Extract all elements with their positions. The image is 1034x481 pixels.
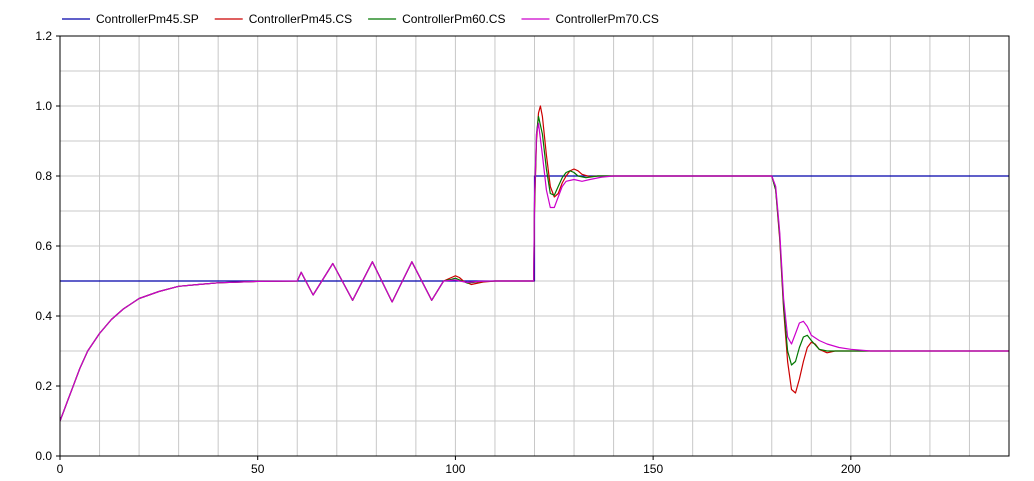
y-tick-label: 0.0 — [35, 449, 52, 463]
y-axis: 0.0 0.2 0.4 0.6 0.8 1.0 1.2 — [35, 29, 60, 463]
y-tick-label: 1.0 — [35, 99, 52, 113]
legend-label: ControllerPm45.SP — [96, 12, 199, 26]
y-tick-label: 0.4 — [35, 309, 52, 323]
legend-label: ControllerPm45.CS — [249, 12, 352, 26]
grid — [60, 36, 1009, 456]
series-line-4 — [59, 122, 1009, 422]
x-tick-label: 150 — [643, 462, 663, 476]
series-line-1 — [60, 175, 1009, 282]
y-tick-label: 0.6 — [35, 239, 52, 253]
y-tick-label: 1.2 — [35, 29, 52, 43]
y-tick-label: 0.2 — [35, 379, 52, 393]
x-axis: 0 50 100 150 200 — [57, 456, 861, 476]
y-tick-label: 0.8 — [35, 169, 52, 183]
x-tick-label: 50 — [251, 462, 265, 476]
x-tick-label: 0 — [57, 462, 64, 476]
x-tick-label: 200 — [841, 462, 861, 476]
legend-label: ControllerPm70.CS — [555, 12, 658, 26]
x-tick-label: 100 — [445, 462, 465, 476]
legend: ControllerPm45.SP ControllerPm45.CS Contro… — [62, 12, 659, 26]
series-lines — [59, 105, 1009, 422]
legend-label: ControllerPm60.CS — [402, 12, 505, 26]
